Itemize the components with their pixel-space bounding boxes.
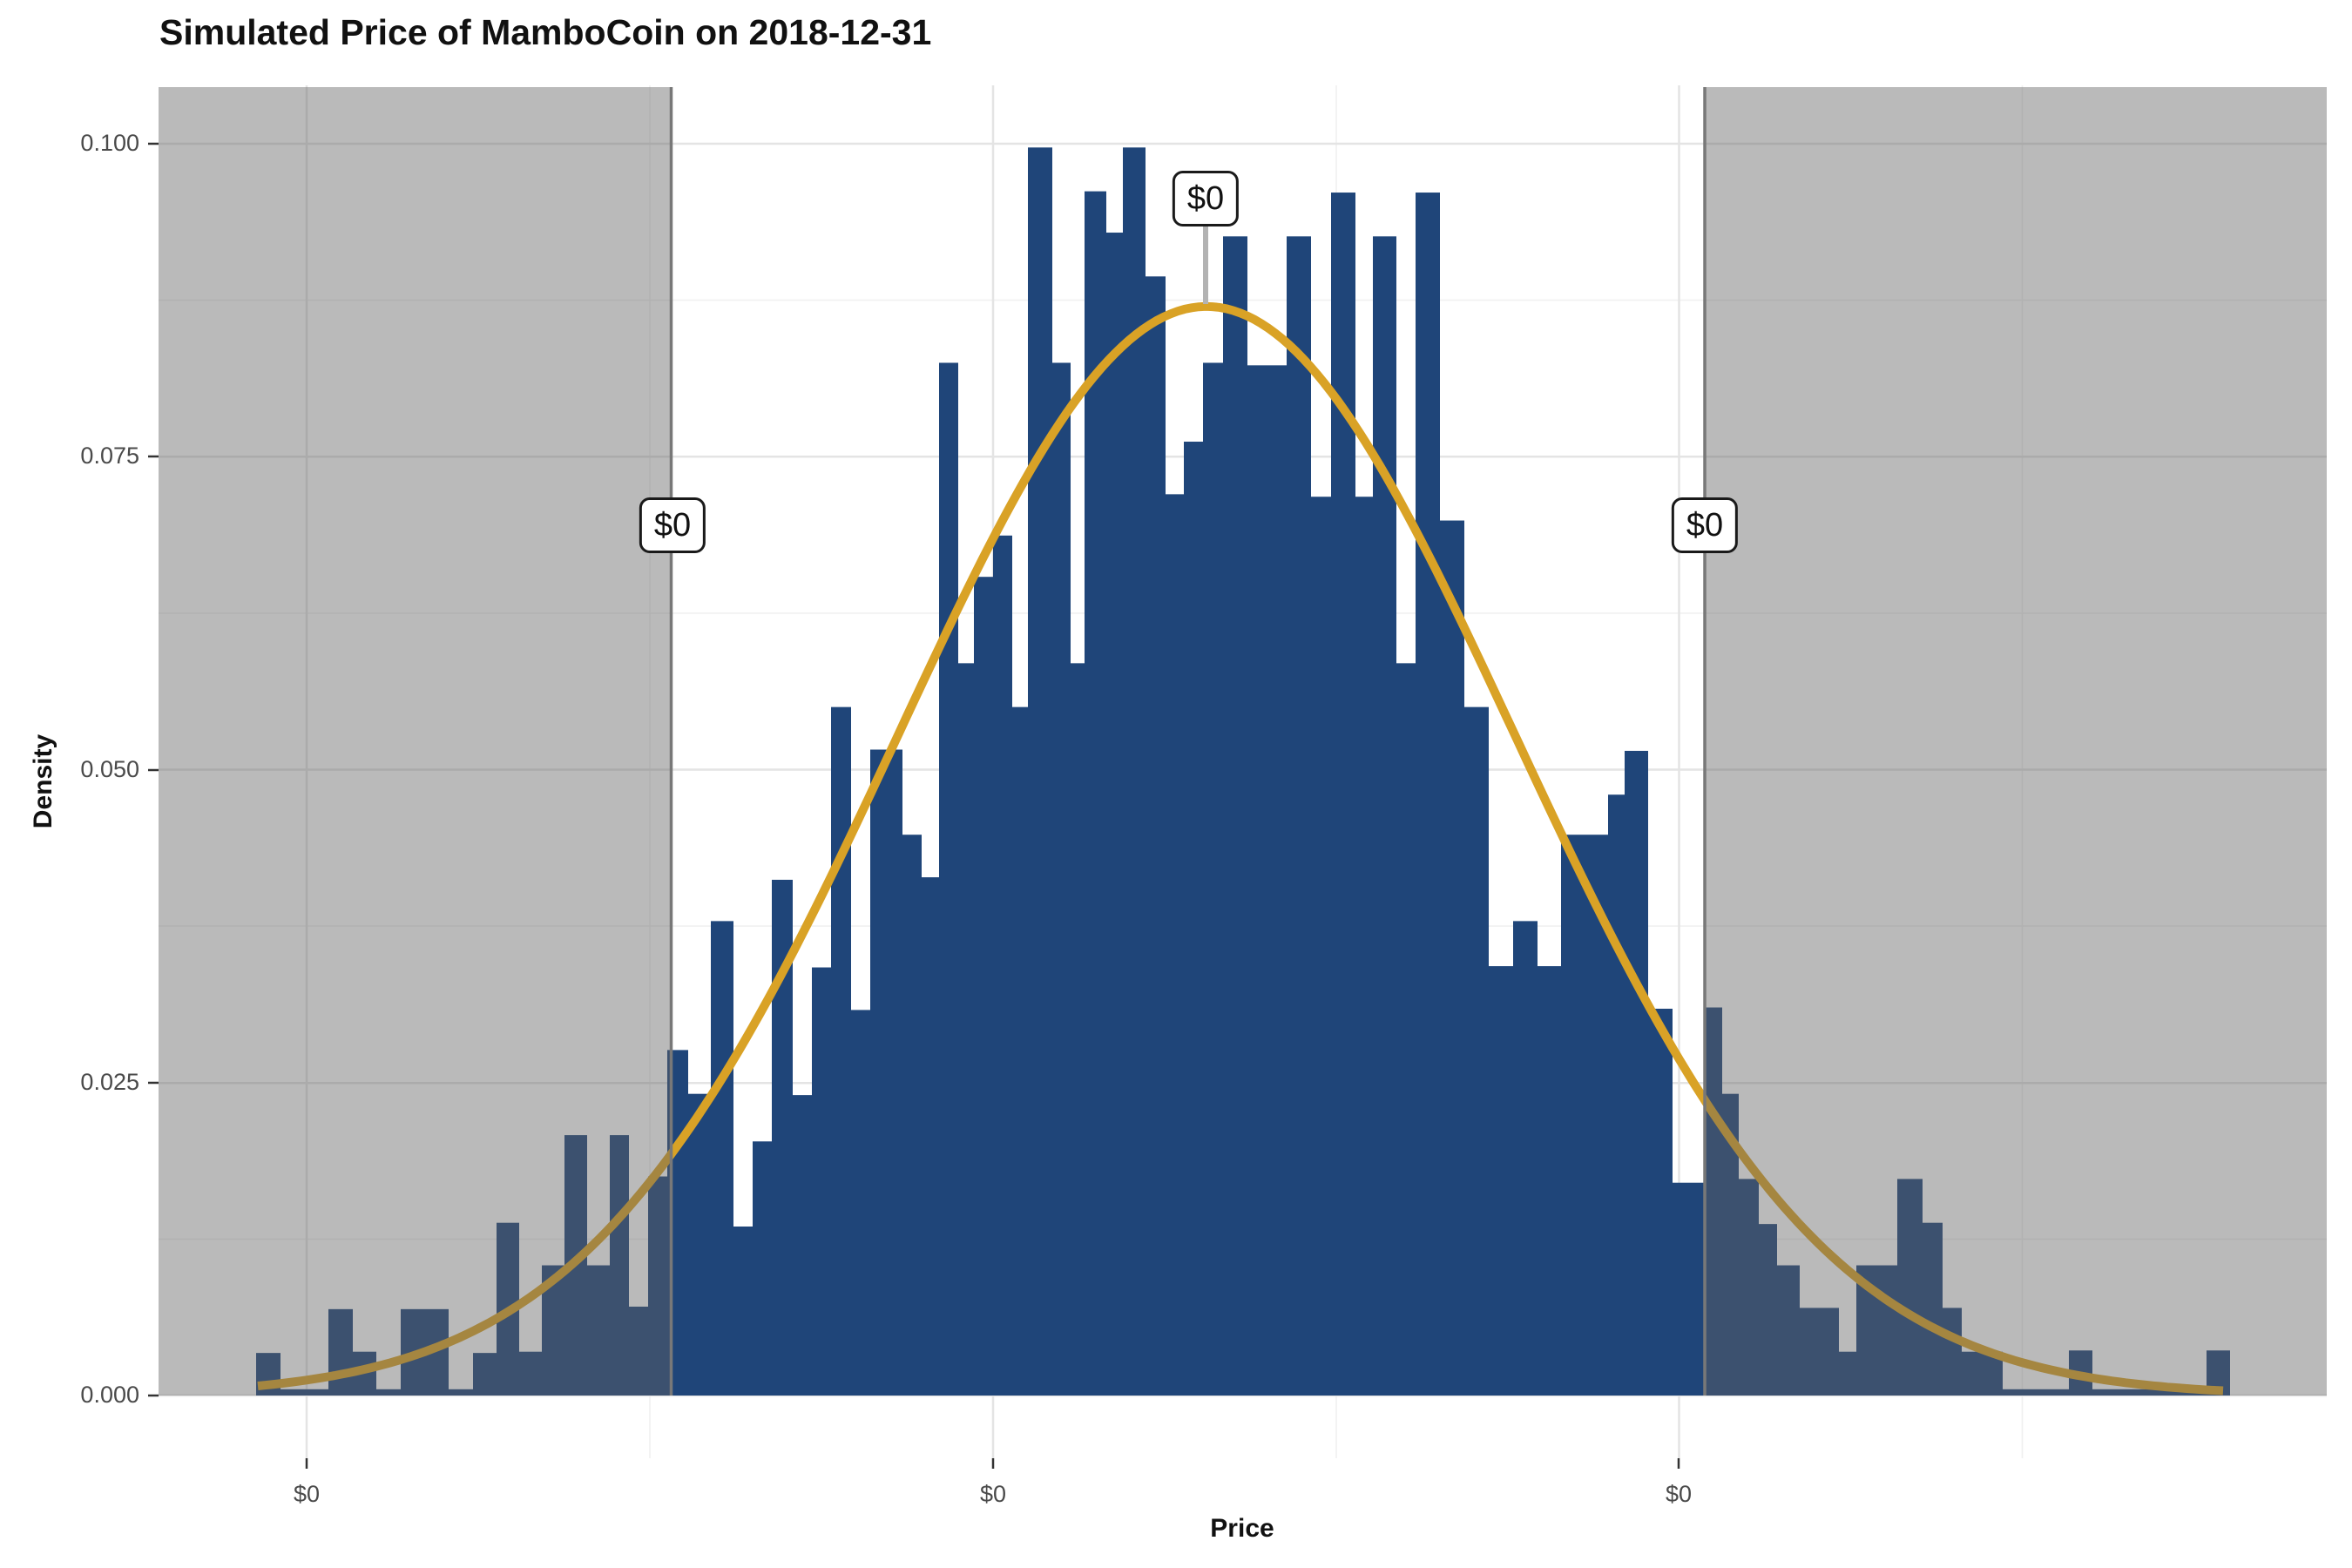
histogram-bar: [1203, 362, 1223, 1396]
histogram-bar: [1839, 1351, 1856, 1396]
histogram-bar: [753, 1141, 772, 1396]
histogram-bar: [1373, 236, 1396, 1396]
histogram-bar: [1923, 1222, 1943, 1396]
histogram-bar: [993, 535, 1012, 1396]
histogram-bar: [1071, 663, 1085, 1396]
histogram-bar: [812, 967, 831, 1396]
histogram-bar: [1777, 1265, 1800, 1396]
histogram-bar: [711, 921, 733, 1396]
histogram-bar: [902, 835, 922, 1396]
histogram-bar: [1052, 362, 1071, 1396]
histogram-bar: [1800, 1308, 1839, 1396]
histogram-bar: [473, 1353, 497, 1396]
shaded-region-overlay: [159, 87, 672, 1396]
histogram-bar: [629, 1306, 648, 1396]
chart-title: Simulated Price of MamboCoin on 2018-12-…: [159, 12, 932, 52]
histogram-bar: [1673, 1182, 1705, 1396]
histogram-bar: [1355, 497, 1373, 1396]
histogram-bar: [1012, 706, 1028, 1396]
y-tick-label: 0.050: [80, 756, 139, 782]
histogram-bar: [793, 1095, 812, 1396]
histogram-bar: [1538, 966, 1561, 1396]
histogram-bar: [1184, 442, 1203, 1396]
y-tick-label: 0.000: [80, 1382, 139, 1408]
x-tick-label: $0: [1665, 1481, 1693, 1507]
histogram-bar: [1396, 663, 1416, 1396]
histogram-bar: [587, 1265, 610, 1396]
histogram-bar: [1648, 1008, 1673, 1396]
histogram-bar: [974, 577, 993, 1396]
histogram-bar: [1085, 191, 1106, 1396]
price-annotation-mean: $0: [1172, 171, 1240, 226]
histogram-bar: [851, 1010, 870, 1396]
histogram-bar: [1287, 236, 1311, 1396]
histogram-bar: [1123, 147, 1146, 1396]
histogram-bar: [1739, 1179, 1759, 1396]
histogram-bar: [328, 1308, 353, 1396]
histogram-bar: [610, 1135, 629, 1396]
histogram-bar: [1625, 750, 1648, 1396]
histogram-bar: [1722, 1093, 1739, 1396]
histogram-bar: [1561, 835, 1608, 1396]
price-annotation-upper-bound: $0: [1671, 497, 1739, 553]
x-tick-label: $0: [293, 1481, 321, 1507]
histogram-bar: [1464, 706, 1489, 1396]
histogram-bar: [1440, 520, 1464, 1396]
histogram-bar: [1311, 497, 1331, 1396]
histogram-bar: [1962, 1351, 2003, 1396]
histogram-bar: [648, 1176, 667, 1396]
histogram-bar: [958, 663, 974, 1396]
histogram-bar: [688, 1093, 711, 1396]
x-axis-title: Price: [1210, 1514, 1274, 1543]
x-tick-label: $0: [979, 1481, 1007, 1507]
histogram-bar: [1759, 1224, 1777, 1396]
histogram-bar: [1897, 1179, 1923, 1396]
histogram-bar: [1489, 966, 1513, 1396]
histogram-bar: [519, 1351, 542, 1396]
histogram-bar: [1166, 494, 1184, 1396]
y-tick-label: 0.025: [80, 1069, 139, 1095]
histogram-bar: [922, 877, 939, 1396]
histogram-bar: [1106, 233, 1123, 1396]
histogram-bar: [1416, 193, 1440, 1396]
y-tick-label: 0.100: [80, 130, 139, 156]
histogram-bar: [1943, 1308, 1962, 1396]
histogram-bar: [1028, 147, 1052, 1396]
y-tick-label: 0.075: [80, 443, 139, 469]
shaded-region-overlay: [1705, 87, 2327, 1396]
histogram-bar: [1331, 193, 1355, 1396]
histogram-bar: [733, 1227, 753, 1396]
histogram-bar: [1247, 365, 1287, 1396]
histogram-bar: [1223, 236, 1247, 1396]
histogram-bar: [939, 362, 958, 1396]
histogram-bar: [1608, 794, 1625, 1396]
histogram-bar: [870, 749, 902, 1396]
histogram-bar: [1146, 276, 1166, 1396]
histogram-bar: [831, 706, 851, 1396]
price-annotation-lower-bound: $0: [639, 497, 706, 553]
density-curve: [257, 301, 2224, 1396]
histogram-bar: [1513, 921, 1538, 1396]
